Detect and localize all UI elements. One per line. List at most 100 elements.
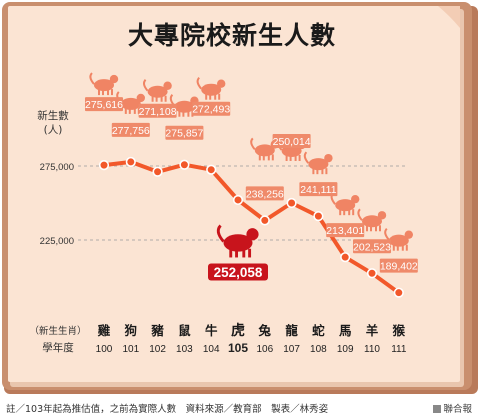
icon-leg [242,248,246,258]
zodiac-icons [89,72,413,258]
zodiac-label: 豬 [150,323,164,338]
icon-tail [384,227,390,241]
data-label: 272,493 [192,104,230,116]
data-point [206,164,217,175]
icon-leg [405,244,408,251]
value-label-box [299,182,338,197]
icon-body [388,234,409,247]
data-point [313,211,324,222]
goat-icon [357,208,387,232]
icon-leg [151,95,154,102]
icon-leg [98,89,100,96]
zodiac-label: 狗 [124,323,138,338]
x-tick-label: 100 [96,344,113,355]
icon-leg [128,107,131,114]
publisher-credit: 聯合報 [433,401,472,415]
icon-leg [205,93,208,100]
credit-square-icon [433,405,442,413]
icon-body [223,234,253,252]
icon-leg [370,225,372,232]
icon-head [351,194,360,204]
value-label-box [379,258,418,273]
x-tick-label: 111 [391,344,407,355]
icon-tail [143,79,149,92]
icon-leg [343,209,346,216]
data-label: 202,523 [353,241,391,253]
icon-leg [111,89,113,96]
value-label-box [353,239,391,254]
icon-leg [366,225,368,232]
icon-leg [396,244,399,251]
icon-leg [248,248,252,258]
icon-leg [401,244,404,251]
icon-leg [294,154,297,161]
zodiac-label: 蛇 [312,323,325,338]
icon-leg [375,225,377,232]
value-label-box [245,186,284,201]
icon-leg [316,168,319,175]
icon-leg [214,93,217,100]
data-point [366,268,378,279]
x-tick-label: 102 [149,344,166,355]
data-point [259,215,270,226]
data-label: 275,857 [165,128,203,140]
icon-leg [218,93,221,100]
data-label: 277,756 [112,125,150,137]
rooster-icon [89,72,119,96]
icon-head [163,81,172,90]
y-axis-label-line: (人) [44,124,63,136]
icon-leg [102,89,104,96]
icon-leg [235,248,238,258]
icon-leg [209,93,212,100]
x-tick-label: 109 [337,344,354,355]
zodiac-label: 羊 [366,323,379,338]
data-label: 271,108 [139,106,177,118]
data-point [179,159,190,170]
data-point [232,194,244,206]
data-point [125,156,136,168]
icon-body [201,83,222,96]
data-label: 238,256 [246,188,284,200]
icon-head [136,93,145,103]
icon-leg [321,168,324,175]
zodiac-label: 虎 [231,322,245,339]
zodiac-label: 兔 [258,323,272,338]
x-tick-label: 101 [122,344,139,355]
icon-leg [339,209,342,216]
icon-leg [164,95,167,102]
snake-icon [303,151,333,175]
value-labels: 275,616 277,756 271,108 275,857 272,493 252,0… [85,97,418,281]
value-label-box [326,223,365,238]
zodiac-label: 牛 [205,323,218,338]
x-tick-label: 105 [228,341,248,355]
icon-tail [250,137,256,151]
data-points [98,156,404,298]
icon-tail [216,224,225,243]
row-label-zodiac: （新生生肖） [29,325,86,337]
data-label: 275,616 [85,99,123,111]
icon-tail [303,151,310,164]
credit-text: 聯合報 [443,404,472,415]
ox-icon [196,77,226,100]
data-label: 241,111 [300,184,337,196]
chart-title: 大專院校新生人數 [128,21,336,50]
icon-body [308,158,329,171]
icon-body [254,144,275,157]
icon-tail [357,208,363,221]
value-label-box [138,103,177,118]
y-ticks: 275,000 225,000 [40,162,74,247]
icon-leg [124,107,127,114]
y-tick-label: 225,000 [40,236,74,247]
icon-body [120,97,141,110]
zodiac-label: 馬 [339,323,352,338]
icon-leg [187,110,190,117]
page-curl [438,6,460,28]
x-labels: （新生生肖） 學年度 雞 100 狗 101 豬 102 鼠 103 牛 104 虎 105 兔 106 龍 10… [29,322,406,355]
value-label-box [111,122,150,137]
pig-icon [143,79,172,102]
zodiac-label: 龍 [285,323,298,338]
icon-leg [262,154,265,161]
data-point [340,252,351,263]
icon-leg [285,154,288,161]
